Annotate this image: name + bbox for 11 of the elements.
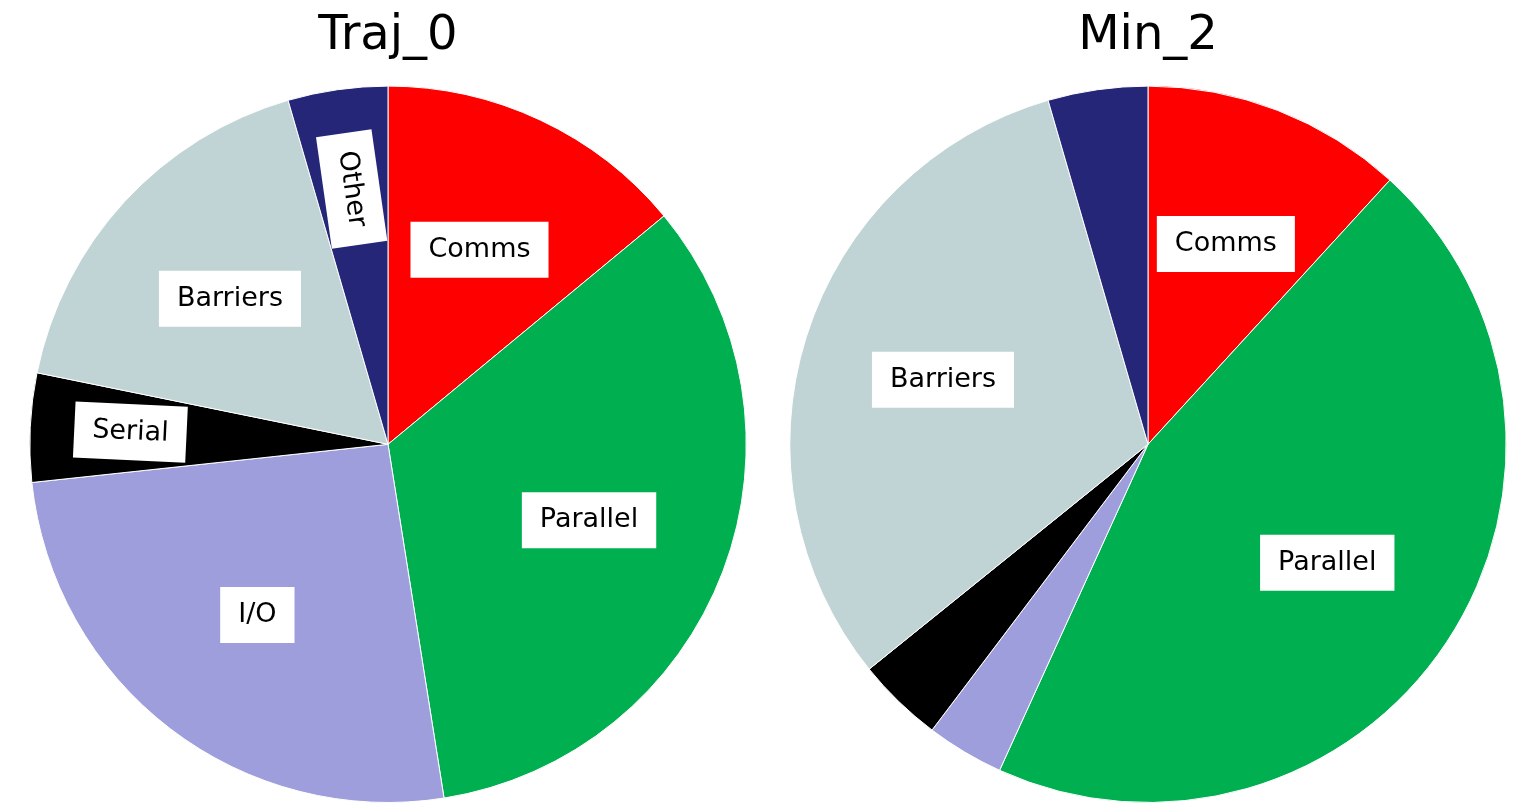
slice-label: Comms [1174, 225, 1277, 257]
slice-label: Comms [428, 231, 531, 263]
chart-title: Min_2 [1078, 4, 1218, 61]
slice-label: Parallel [539, 502, 639, 534]
slice-label: I/O [238, 596, 277, 628]
slice-label: Barriers [889, 361, 997, 393]
slice-label: Barriers [176, 280, 283, 312]
slice-label: Other [333, 148, 375, 230]
chart-title: Traj_0 [317, 4, 458, 61]
slice-label: Serial [91, 412, 170, 447]
slice-label: Parallel [1278, 544, 1377, 576]
